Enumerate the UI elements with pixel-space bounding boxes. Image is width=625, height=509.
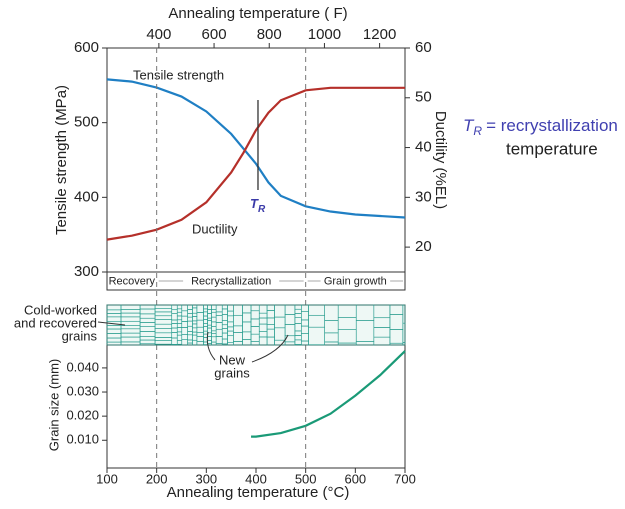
y-tick-label: 300 [74,263,99,280]
region-bar [106,271,406,291]
y2-tick-label: 50 [415,89,432,106]
region-label-bg [320,274,391,288]
definition-line2: temperature [506,139,598,158]
top-axis-title: Annealing temperature ( F) [168,5,347,22]
new-grains-label: grains [214,365,250,380]
cold-worked-label: Cold-worked [24,302,97,317]
def-text: = recrystallization [486,116,618,135]
microstructure [106,304,406,346]
data-line [251,350,406,438]
y2-tick-label: 20 [415,238,432,255]
pointer [97,321,126,326]
x2-tick-label: 400 [146,26,171,43]
cold-worked-label: and recovered [14,315,97,330]
x2-tick-label: 1200 [363,26,396,43]
x-tick-label: 100 [96,471,118,486]
def-symbol: T [463,116,475,135]
plot-frame [106,344,406,469]
data-line [106,78,406,219]
region-label: Recrystallization [191,275,271,287]
definition: TR = recrystallization [463,116,618,138]
series-label: Tensile strength [133,67,224,82]
x-tick-label: 400 [245,471,267,486]
x-tick-label: 500 [295,471,317,486]
x2-tick-label: 800 [257,26,282,43]
tr-symbol: T [250,196,259,211]
region-label-bg [107,274,157,288]
x-tick-label: 300 [195,471,217,486]
y-tick-label: 600 [74,39,99,56]
y-tick-label: 0.020 [66,408,99,423]
y2-tick-label: 40 [415,139,432,156]
x-axis-title: Annealing temperature (°C) [167,484,350,501]
region-label: Grain growth [324,275,387,287]
tr-label: TR [250,196,266,214]
grain-axis-title: Grain size (mm) [46,359,61,451]
y-axis-title: Tensile strength (MPa) [53,85,70,235]
tr-subscript: R [258,204,266,215]
y-tick-label: 0.030 [66,383,99,398]
data-line [106,86,405,241]
pointer [206,331,216,361]
cold-worked-label: grains [62,328,98,343]
y-tick-label: 400 [74,188,99,205]
def-subscript: R [473,124,482,138]
y2-tick-label: 60 [415,39,432,56]
grain-cell [402,342,406,346]
y2-axis-title: Ductility (%EL) [432,111,449,209]
pointer [251,334,289,363]
grain-cell [294,344,302,346]
x-tick-label: 700 [394,471,416,486]
x2-tick-label: 600 [202,26,227,43]
y-tick-label: 500 [74,114,99,131]
region-label-bg [183,274,280,288]
y-tick-label: 0.010 [66,432,99,447]
y-tick-label: 0.040 [66,359,99,374]
region-label: Recovery [109,275,156,287]
series-label: Ductility [192,221,238,236]
new-grains-label: New [219,352,246,367]
x-tick-label: 200 [146,471,168,486]
y2-tick-label: 30 [415,188,432,205]
x-tick-label: 600 [344,471,366,486]
x2-tick-label: 1000 [308,26,341,43]
